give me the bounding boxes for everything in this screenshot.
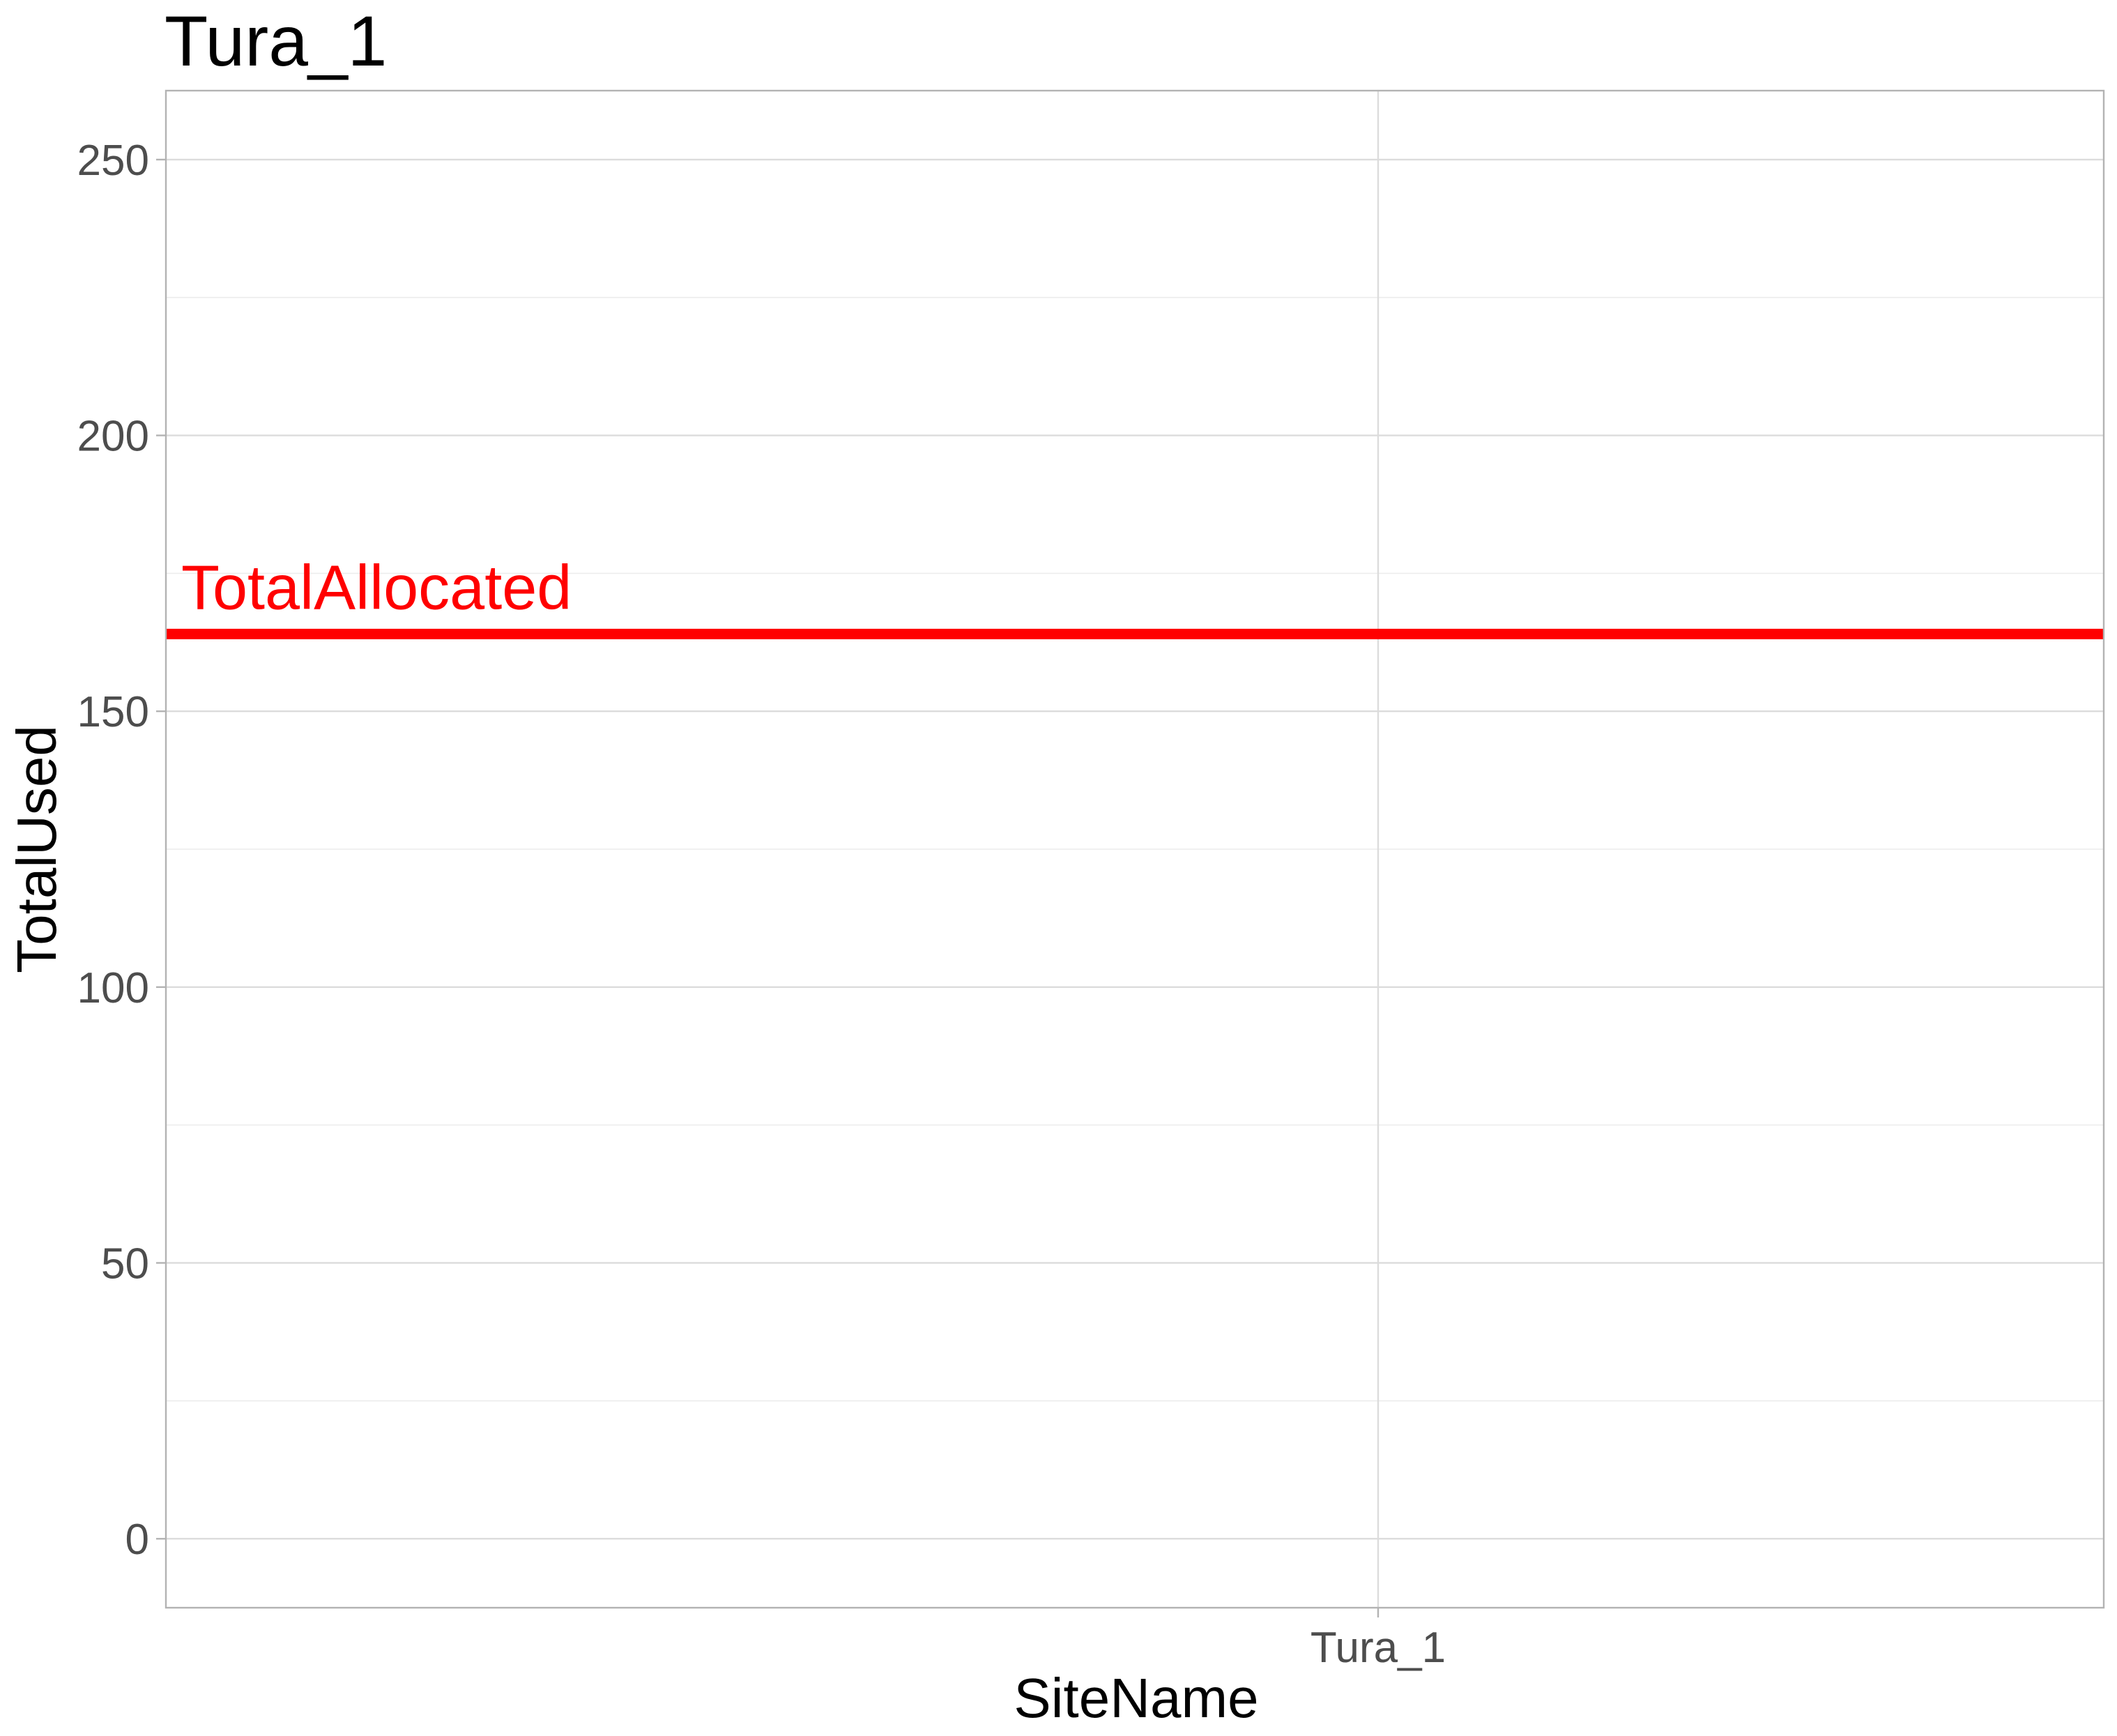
reference-line-label: TotalAllocated	[181, 553, 572, 623]
y-tick-label: 250	[77, 137, 149, 185]
y-tick-label: 50	[101, 1240, 149, 1288]
y-tick-label: 100	[77, 964, 149, 1012]
reference-lines: TotalAllocated	[166, 553, 2104, 639]
minor-gridlines	[166, 296, 2104, 1402]
y-axis-ticks: 0 50 100 150 200 250	[77, 137, 166, 1564]
panel-border	[165, 89, 2105, 1609]
x-axis-title: SiteName	[1014, 1667, 1258, 1729]
x-axis-ticks: Tura_1	[1310, 1608, 1446, 1672]
major-gridlines	[166, 91, 2104, 1608]
y-axis-title: TotalUsed	[6, 725, 68, 973]
chart-title: Tura_1	[165, 1, 387, 81]
y-tick-label: 0	[125, 1516, 149, 1564]
y-tick-label: 200	[77, 413, 149, 461]
x-tick-label: Tura_1	[1310, 1624, 1446, 1672]
y-tick-label: 150	[77, 688, 149, 736]
